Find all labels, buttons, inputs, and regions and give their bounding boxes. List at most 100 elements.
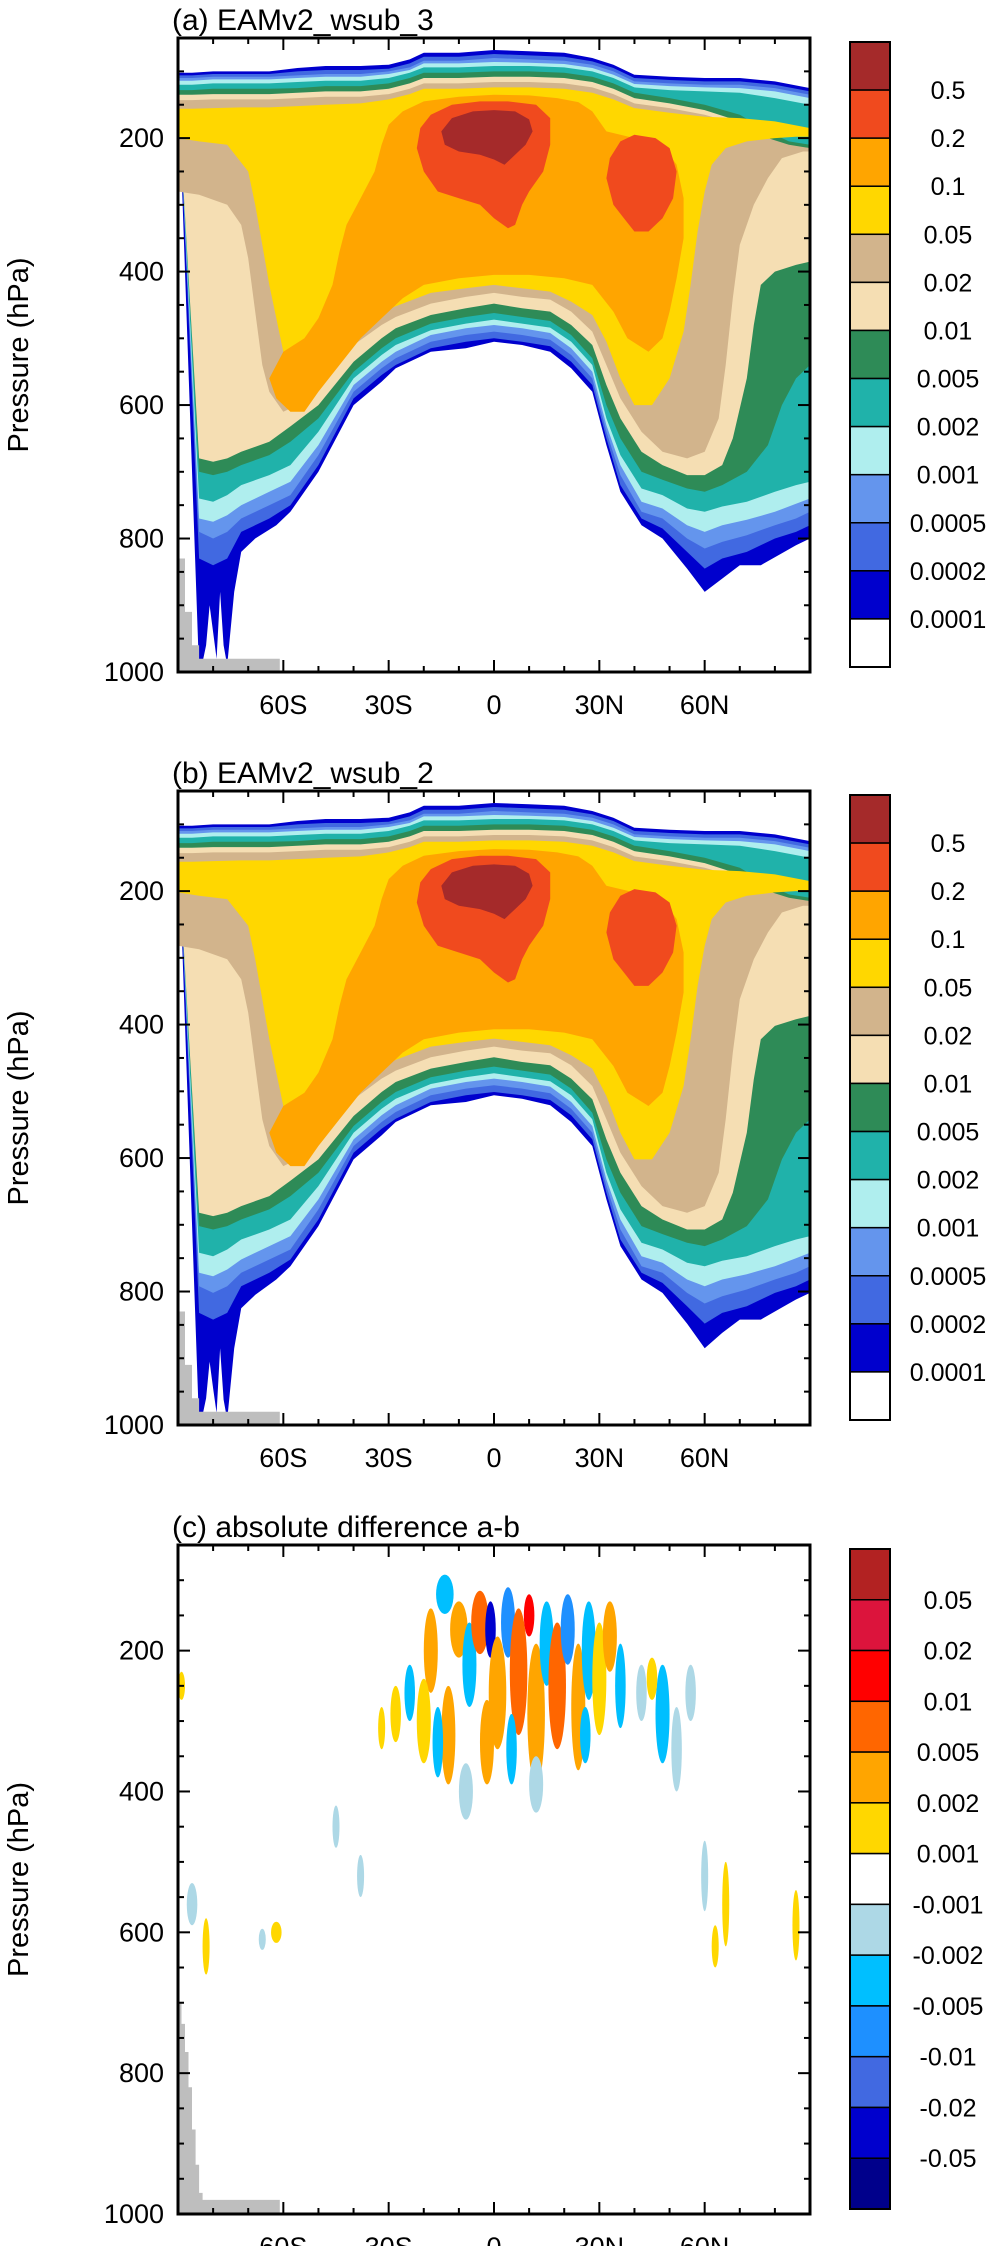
difference-blob (548, 1622, 566, 1750)
contour-level-0.1 (269, 849, 684, 1167)
y-tick-label: 400 (119, 1010, 164, 1040)
difference-blob (462, 1622, 477, 1707)
y-axis-label: Pressure (hPa) (3, 1782, 35, 1977)
colorbar-swatch (849, 1371, 891, 1421)
colorbar-label: 0.0005 (910, 510, 986, 538)
difference-blob (509, 1608, 528, 1736)
colorbar-swatch (849, 794, 891, 844)
difference-blob (471, 1590, 489, 1655)
y-tick-label: 400 (119, 1776, 164, 1806)
plot-area (178, 1574, 800, 2214)
colorbar-label: 0.02 (924, 1638, 973, 1666)
difference-blob (646, 1657, 658, 1700)
difference-blob (332, 1805, 340, 1848)
colorbar-label: 0.2 (931, 125, 966, 153)
colorbar-swatch (849, 938, 891, 989)
difference-blob (479, 1699, 494, 1785)
difference-blob (592, 1622, 607, 1736)
difference-blob (602, 1601, 617, 1672)
colorbar-swatch (849, 618, 891, 668)
colorbar-swatch (849, 986, 891, 1037)
colorbar-label: 0.5 (931, 830, 966, 858)
colorbar-label: -0.01 (920, 2044, 977, 2072)
colorbar-label: 0.02 (924, 269, 973, 297)
colorbar-label: -0.05 (920, 2145, 977, 2173)
y-tick-label: 1000 (104, 1410, 164, 1440)
x-tick-label: 60S (259, 2232, 307, 2246)
contour-level-0.5 (441, 110, 533, 165)
difference-blob (202, 1918, 210, 1975)
x-tick-label: 30S (365, 690, 413, 720)
colorbar-label: 0.01 (924, 1070, 973, 1098)
difference-blob (450, 1601, 468, 1658)
colorbar-label: -0.002 (913, 1942, 984, 1970)
colorbar-swatch (849, 329, 891, 380)
colorbar-label: 0.0001 (910, 1359, 986, 1387)
y-tick-label: 600 (119, 390, 164, 420)
colorbar-label: 0.002 (917, 1167, 980, 1195)
y-tick-label: 800 (119, 2058, 164, 2088)
colorbar-swatch (849, 842, 891, 892)
colorbar-label: -0.005 (913, 1993, 984, 2021)
colorbar-label: 0.001 (917, 1215, 980, 1243)
contour-level-0.2 (606, 134, 677, 232)
difference-blob (560, 1594, 575, 1665)
colorbar-swatch (849, 233, 891, 284)
colorbar-swatch (849, 1226, 891, 1277)
y-axis-label: Pressure (hPa) (3, 1010, 35, 1205)
x-tick-label: 30S (365, 1443, 413, 1473)
colorbar-swatch (849, 2106, 891, 2159)
topography-mask (178, 2002, 280, 2214)
difference-blob (529, 1756, 544, 1813)
colorbar-label: 0.1 (931, 173, 966, 201)
difference-blob (701, 1840, 709, 1912)
colorbar-label: 0.005 (917, 1119, 980, 1147)
colorbar-swatch (849, 1130, 891, 1181)
colorbar-frame (849, 41, 891, 668)
colorbar-swatch (849, 570, 891, 620)
topography-mask (178, 1311, 280, 1425)
difference-blob (506, 1714, 517, 1785)
colorbar-label: -0.001 (913, 1891, 984, 1919)
colorbar-frame (849, 1548, 891, 2210)
difference-blob (436, 1574, 454, 1615)
colorbar: 0.5 0.2 0.1 0.05 0.02 0.01 0.005 0.002 0.001 0.00… (849, 794, 986, 1421)
colorbar-frame (849, 794, 891, 1421)
difference-blob (615, 1643, 626, 1729)
colorbar-swatch (849, 1802, 891, 1855)
colorbar-label: 0.005 (917, 1739, 980, 1767)
contour-level-0.1 (269, 94, 684, 412)
y-tick-label: 1000 (104, 2199, 164, 2229)
difference-blob (432, 1706, 444, 1778)
x-tick-label: 60S (259, 690, 307, 720)
difference-blob (404, 1664, 415, 1722)
y-tick-label: 400 (119, 257, 164, 287)
difference-blob (685, 1664, 696, 1722)
colorbar-swatch (849, 377, 891, 428)
colorbar-label: 0.05 (924, 1587, 973, 1615)
difference-blob (671, 1706, 682, 1792)
colorbar: 0.05 0.02 0.01 0.005 0.002 0.001 -0.001 -0.002 -… (849, 1548, 984, 2210)
colorbar-label: 0.001 (917, 462, 980, 490)
colorbar-swatch (849, 185, 891, 236)
panel-2: 200 400 600 800 1000 60S 30S 0 30N 60N (b) EAMv2_w… (3, 757, 986, 1473)
plot-area (178, 50, 810, 672)
colorbar-swatch (849, 425, 891, 476)
colorbar-swatch (849, 1034, 891, 1085)
difference-blob (271, 1921, 282, 1943)
difference-blob (636, 1664, 647, 1722)
x-tick-label: 60S (259, 1443, 307, 1473)
x-tick-label: 30N (575, 690, 625, 720)
x-tick-label: 60N (680, 2232, 730, 2246)
difference-blob (581, 1601, 596, 1700)
difference-blob (357, 1854, 365, 1898)
colorbar-label: 0.01 (924, 317, 973, 345)
colorbar-swatch (849, 1082, 891, 1133)
colorbar-swatch (849, 1852, 891, 1906)
colorbar-label: 0.1 (931, 926, 966, 954)
y-tick-label: 200 (119, 876, 164, 906)
y-tick-label: 1000 (104, 657, 164, 687)
difference-blob (390, 1685, 401, 1743)
colorbar-label: 0.0002 (910, 1311, 986, 1339)
